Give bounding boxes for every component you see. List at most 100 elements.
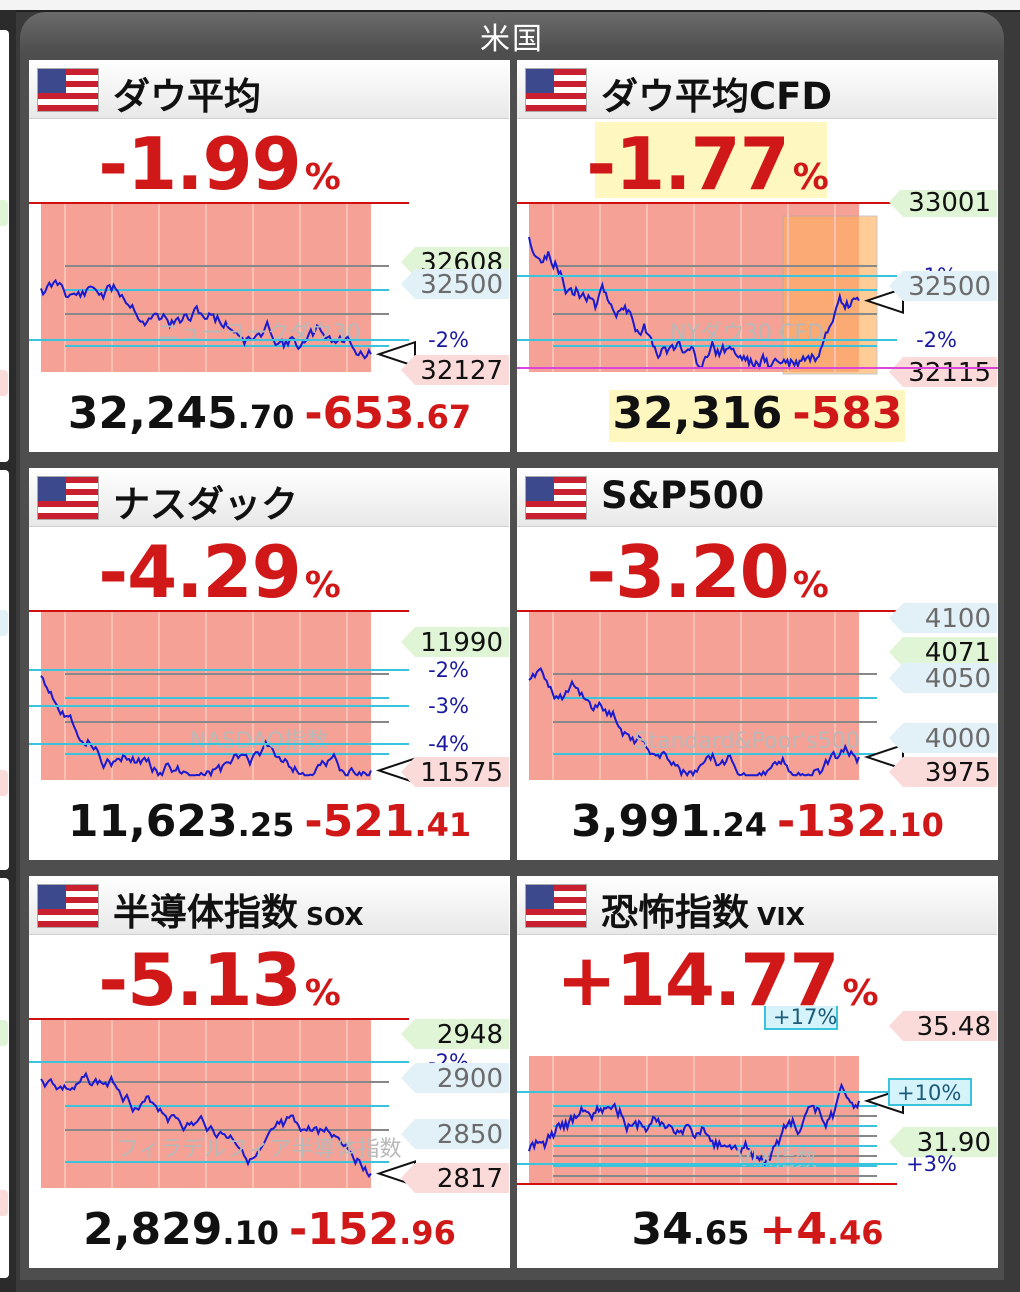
price-line: [40, 278, 372, 360]
index-subname: SOX: [306, 902, 364, 931]
change-integer: -152: [289, 1204, 400, 1255]
price-tag: -2%: [29, 658, 469, 682]
price-tag: 32500: [401, 269, 509, 300]
percent-value: -1.77: [586, 122, 790, 206]
value-integer: 34: [631, 1204, 693, 1255]
svg-text:31.90: 31.90: [917, 1128, 991, 1158]
change-decimal: .46: [826, 1214, 884, 1252]
svg-text:11575: 11575: [420, 758, 503, 788]
index-watermark: NYダウ30 CFD: [670, 321, 824, 346]
price-tag: 2948: [401, 1019, 509, 1050]
value-decimal: .25: [237, 806, 295, 844]
net-change: -132.10: [777, 796, 944, 847]
value-integer: 11,623: [67, 796, 238, 847]
intraday-chart: VIX指数 35.48 +10% 31.90+3% +17%: [517, 1006, 997, 1185]
index-name-text: ダウ平均CFD: [601, 75, 833, 118]
svg-text:-3%: -3%: [428, 694, 469, 718]
percent-value: -1.99: [98, 122, 302, 206]
price-summary: 3,991.24 -132.10: [517, 796, 998, 847]
value-decimal: .65: [692, 1214, 750, 1252]
region-title: 米国: [480, 22, 544, 57]
current-price-marker: [375, 340, 416, 368]
us-flag-icon: [525, 68, 587, 112]
price-tag: +3%: [517, 1152, 957, 1176]
price-summary: 2,829.10 -152.96: [29, 1204, 510, 1255]
price-tag: 11575: [401, 757, 509, 788]
net-change: +4.46: [759, 1204, 883, 1255]
index-name: ダウ平均CFD: [601, 66, 832, 120]
svg-text:2817: 2817: [437, 1164, 503, 1194]
price-tag: 33001: [889, 190, 997, 218]
svg-text:-2%: -2%: [916, 328, 957, 352]
svg-text:35.48: 35.48: [917, 1012, 991, 1042]
svg-text:+10%: +10%: [897, 1081, 961, 1105]
panel-header: 恐怖指数 VIX: [517, 876, 997, 935]
price-summary: 11,623.25 -521.41: [29, 796, 510, 847]
price-summary: 34.65 +4.46: [517, 1204, 998, 1255]
us-flag-icon: [525, 884, 587, 928]
price-tag: 2817: [401, 1163, 509, 1194]
svg-text:4100: 4100: [925, 604, 991, 634]
value-decimal: .70: [237, 398, 295, 436]
price-tag: 2900: [401, 1063, 509, 1094]
price-tag: +10%: [517, 1078, 972, 1106]
panel-header: ダウ平均CFD: [517, 60, 997, 119]
change-integer: -653: [304, 388, 415, 439]
intraday-chart: NASDAQ指数 11990-2% -3% -4%11575: [29, 610, 509, 788]
percent-unit: %: [792, 565, 829, 606]
us-flag-icon: [37, 68, 99, 112]
change-integer: -132: [777, 796, 888, 847]
net-change: -521.41: [304, 796, 471, 847]
index-panel[interactable]: S&P500 -3.20% Standard&Poor's500 4100 4071 40…: [517, 468, 998, 860]
top-bar: [0, 0, 1020, 12]
value-decimal: .24: [710, 806, 768, 844]
change-decimal: .96: [399, 1214, 456, 1252]
svg-text:2948: 2948: [437, 1020, 503, 1050]
change-integer: -583: [792, 388, 903, 439]
price-tag: -4%: [29, 732, 469, 756]
index-name-text: ダウ平均: [113, 75, 261, 118]
change-decimal: .41: [414, 806, 472, 844]
percent-value: -3.20: [586, 530, 790, 614]
index-panel[interactable]: ダウ平均CFD-1.77%NYダウ30 CFD33001-1%32500-2%3…: [517, 60, 998, 452]
value-decimal: .10: [222, 1214, 280, 1252]
price-tag: -3%: [29, 694, 469, 718]
price-tag: 4000: [889, 723, 997, 754]
percent-unit: %: [304, 565, 341, 606]
index-name-text: ナスダック: [113, 483, 298, 526]
price-tag: -2%: [517, 328, 957, 352]
panel-header: 半導体指数 SOX: [29, 876, 509, 935]
current-value: 34.65: [631, 1204, 749, 1255]
price-line: [528, 666, 860, 778]
value-highlight: [609, 390, 905, 442]
index-panel[interactable]: ナスダック -4.29% NASDAQ指数 11990 -2% -3% -4% 11575 11…: [29, 468, 510, 860]
pct-highlight: [595, 122, 827, 198]
index-panel[interactable]: ダウ平均 -1.99% ニューヨークダウ30 32608 32500 -2% 32127 32…: [29, 60, 510, 452]
net-change: -583: [792, 388, 902, 439]
svg-text:-2%: -2%: [428, 328, 469, 352]
index-name-text: 半導体指数: [113, 891, 298, 934]
index-panel[interactable]: 半導体指数 SOX -5.13% フィラデルフィア半導体指数 2948 -2% 2900 28…: [29, 876, 510, 1268]
percent-unit: %: [304, 973, 341, 1014]
index-name-text: S&P500: [601, 474, 765, 517]
index-name: 恐怖指数 VIX: [601, 882, 805, 936]
current-value: 3,991.24: [571, 796, 767, 847]
index-panel[interactable]: 恐怖指数 VIX +14.77% VIX指数 35.48 +10% 31.90 +3% +17%…: [517, 876, 998, 1268]
percent-change: -1.99%: [29, 122, 409, 206]
current-value: 11,623.25: [68, 796, 294, 847]
index-watermark: フィラデルフィア半導体指数: [116, 1137, 401, 1162]
price-tag: 11990: [401, 627, 509, 658]
percent-value: -4.29: [98, 530, 302, 614]
svg-text:11990: 11990: [420, 628, 503, 658]
svg-text:32127: 32127: [420, 356, 503, 386]
svg-text:4000: 4000: [925, 724, 991, 754]
change-decimal: .67: [414, 398, 472, 436]
percent-unit: %: [304, 157, 341, 198]
percent-unit: %: [792, 157, 829, 198]
current-value: 32,245.70: [68, 388, 294, 439]
price-line: [528, 1082, 860, 1167]
price-tag: 4050: [889, 663, 997, 694]
